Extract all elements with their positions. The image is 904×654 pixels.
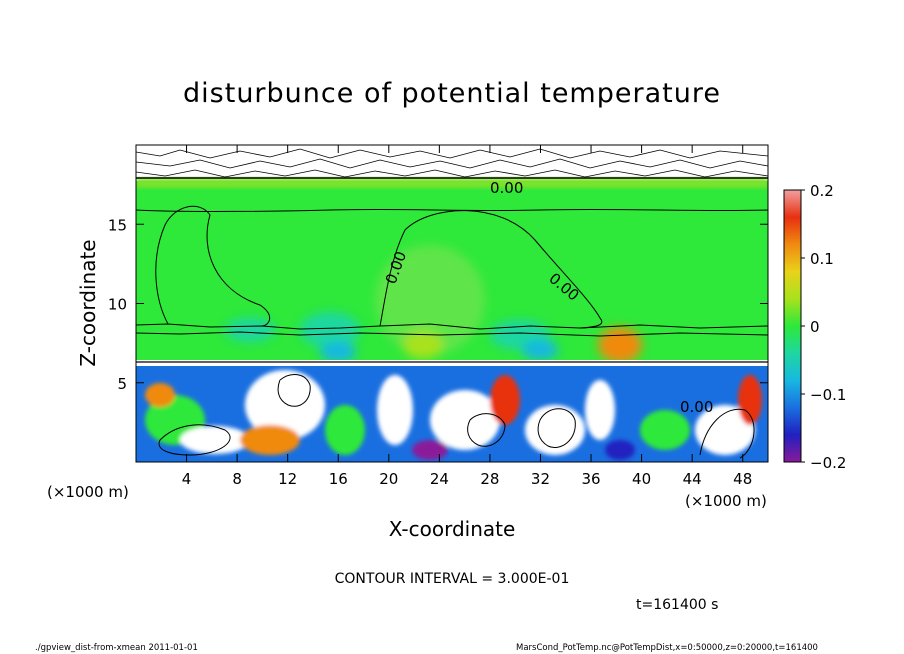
time-label: t=161400 s bbox=[636, 597, 718, 613]
x-tick-label: 12 bbox=[278, 470, 297, 488]
patch bbox=[403, 331, 443, 359]
colorbar-tick-label: 0.2 bbox=[810, 182, 834, 200]
eddy bbox=[325, 405, 365, 455]
contour-lines bbox=[136, 205, 768, 459]
y-tick-label: 5 bbox=[117, 375, 127, 393]
patch bbox=[598, 327, 642, 363]
patch bbox=[225, 318, 275, 342]
noise-line bbox=[136, 169, 768, 178]
x-tick-label: 48 bbox=[733, 470, 752, 488]
x-axis-title: X-coordinate bbox=[389, 517, 516, 541]
contour-line bbox=[136, 331, 768, 337]
eddy bbox=[525, 405, 585, 455]
colorbar-swatch bbox=[783, 189, 802, 463]
colorbar: 0.2 0.1 0 −0.1 −0.2 bbox=[783, 182, 846, 472]
x-tick-label: 40 bbox=[632, 470, 651, 488]
colorbar-tick-label: −0.2 bbox=[810, 454, 846, 472]
lower-turbulence bbox=[145, 370, 762, 460]
x-tick-label: 16 bbox=[329, 470, 348, 488]
y-axis-title: Z-coordinate bbox=[76, 239, 100, 366]
chart-title: disturbunce of potential temperature bbox=[183, 78, 721, 109]
contour-label: 0.00 bbox=[680, 398, 713, 416]
contour-line bbox=[277, 374, 311, 407]
contour-label: 0.00 bbox=[490, 179, 523, 197]
contour-line bbox=[699, 408, 755, 459]
eddy bbox=[738, 375, 762, 425]
eddy bbox=[377, 375, 413, 445]
x-tick-label: 36 bbox=[581, 470, 600, 488]
mid-patches bbox=[225, 245, 642, 363]
contour-line bbox=[136, 208, 768, 212]
contour-line bbox=[158, 424, 231, 456]
contour-line bbox=[379, 210, 603, 329]
x-tick-label: 24 bbox=[430, 470, 449, 488]
eddy bbox=[585, 380, 615, 440]
y-axis: 5 10 15 bbox=[108, 216, 768, 393]
eddy bbox=[490, 375, 520, 425]
x-tick-label: 32 bbox=[531, 470, 550, 488]
colorbar-tick-label: 0 bbox=[810, 318, 820, 336]
patch bbox=[320, 342, 356, 362]
contour-line bbox=[537, 408, 576, 448]
x-tick-label: 8 bbox=[232, 470, 242, 488]
eddy bbox=[245, 370, 325, 440]
eddy bbox=[605, 440, 635, 460]
heatmap-field: 0.00 0.00 0.00 0.00 bbox=[136, 145, 768, 462]
upper-noise bbox=[136, 148, 768, 363]
y-tick-label: 10 bbox=[108, 296, 127, 314]
patch bbox=[375, 245, 485, 355]
contour-line bbox=[136, 323, 768, 330]
eddy bbox=[695, 405, 755, 455]
x-tick-label: 44 bbox=[683, 470, 702, 488]
x-tick-label: 4 bbox=[182, 470, 192, 488]
x-tick-label: 28 bbox=[480, 470, 499, 488]
inversion-line bbox=[136, 360, 768, 366]
x-tick-label: 20 bbox=[379, 470, 398, 488]
patch bbox=[522, 340, 558, 360]
footer-right: MarsCond_PotTemp.nc@PotTempDist,x=0:5000… bbox=[516, 643, 818, 653]
x-unit-label-left: (×1000 m) bbox=[47, 483, 129, 501]
colorbar-tick-label: −0.1 bbox=[810, 386, 846, 404]
colorbar-tick-label: 0.1 bbox=[810, 250, 834, 268]
eddy bbox=[145, 383, 175, 407]
eddy bbox=[430, 390, 500, 450]
noise-line bbox=[136, 158, 768, 169]
contour-line bbox=[155, 205, 271, 327]
upper-lime-band bbox=[136, 178, 768, 188]
x-unit-label-right: (×1000 m) bbox=[685, 492, 767, 510]
eddy bbox=[180, 426, 250, 454]
x-axis: 4 8 12 16 20 24 28 32 36 40 44 48 bbox=[182, 145, 752, 488]
y-tick-label: 15 bbox=[108, 216, 127, 234]
eddy bbox=[240, 425, 300, 455]
contour-interval: CONTOUR INTERVAL = 3.000E-01 bbox=[335, 571, 570, 587]
contour-line bbox=[467, 413, 506, 447]
patch bbox=[300, 312, 360, 348]
noise-line bbox=[136, 148, 768, 159]
eddy bbox=[640, 410, 690, 450]
eddy bbox=[412, 440, 448, 460]
footer-left: ./gpview_dist-from-xmean 2011-01-01 bbox=[35, 643, 198, 653]
